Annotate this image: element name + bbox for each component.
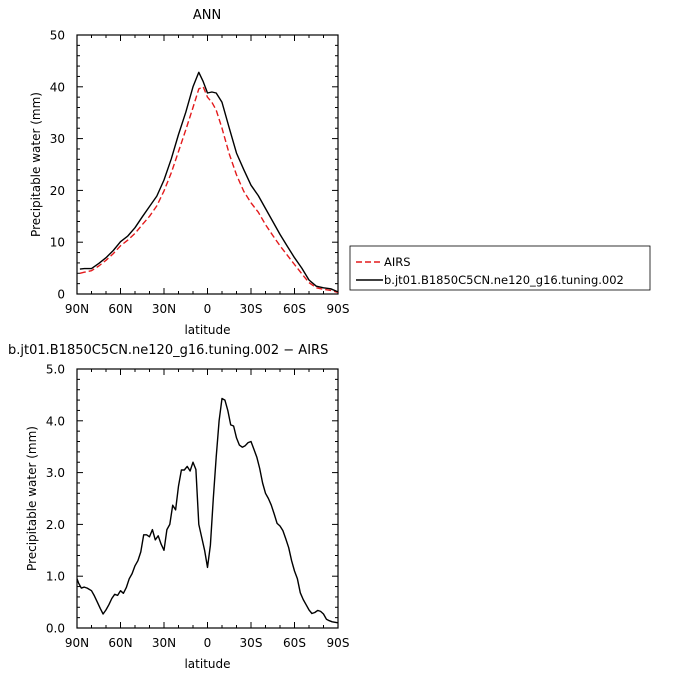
y-tick-label: 50: [50, 29, 65, 43]
series-line-2: [79, 71, 339, 293]
x-tick-label: 0: [204, 636, 212, 650]
x-tick-label: 30S: [240, 302, 263, 316]
y-tick-label: 4.0: [46, 414, 65, 428]
x-tick-label: 90N: [65, 302, 89, 316]
plot-frame: [76, 34, 339, 295]
x-tick-label: 60S: [283, 636, 306, 650]
y-axis-label: Precipitable water (mm): [29, 92, 43, 237]
x-axis-label: latitude: [184, 323, 230, 337]
x-tick-label: 60N: [108, 302, 132, 316]
y-tick-label: 40: [50, 80, 65, 94]
legend: AIRS b.jt01.B1850C5CN.ne120_g16.tuning.00…: [349, 245, 651, 291]
chart-title: b.jt01.B1850C5CN.ne120_g16.tuning.002 − …: [8, 343, 328, 358]
x-axis-label: latitude: [184, 657, 230, 671]
x-tick-label: 0: [204, 302, 212, 316]
y-tick-label: 0.0: [46, 622, 65, 636]
x-tick-label: 90S: [327, 302, 350, 316]
chart-title: ANN: [193, 8, 221, 23]
x-tick-label: 30S: [240, 636, 263, 650]
y-tick-label: 2.0: [46, 518, 65, 532]
series-line-1: [76, 397, 339, 624]
y-tick-label: 20: [50, 184, 65, 198]
x-tick-label: 30N: [152, 636, 176, 650]
top-panel: ANN 90N 60N 30N 0 30S 60S 90S 0 10 20 30 40 50 latitud…: [29, 8, 651, 337]
legend-label-1: AIRS: [384, 255, 411, 269]
y-tick-label: 0: [57, 288, 65, 302]
y-tick-label: 5.0: [46, 363, 65, 377]
series-line-1: [79, 86, 339, 294]
y-tick-label: 1.0: [46, 570, 65, 584]
x-tick-label: 30N: [152, 302, 176, 316]
x-tick-label: 60S: [283, 302, 306, 316]
legend-box: [349, 245, 651, 291]
x-tick-label: 60N: [108, 636, 132, 650]
bottom-panel: b.jt01.B1850C5CN.ne120_g16.tuning.002 − …: [8, 343, 349, 671]
y-tick-label: 30: [50, 132, 65, 146]
x-tick-label: 90N: [65, 636, 89, 650]
y-axis-label: Precipitable water (mm): [25, 426, 39, 571]
y-tick-label: 3.0: [46, 466, 65, 480]
legend-label-2: b.jt01.B1850C5CN.ne120_g16.tuning.002: [384, 273, 624, 287]
y-tick-label: 10: [50, 236, 65, 250]
x-tick-label: 90S: [327, 636, 350, 650]
